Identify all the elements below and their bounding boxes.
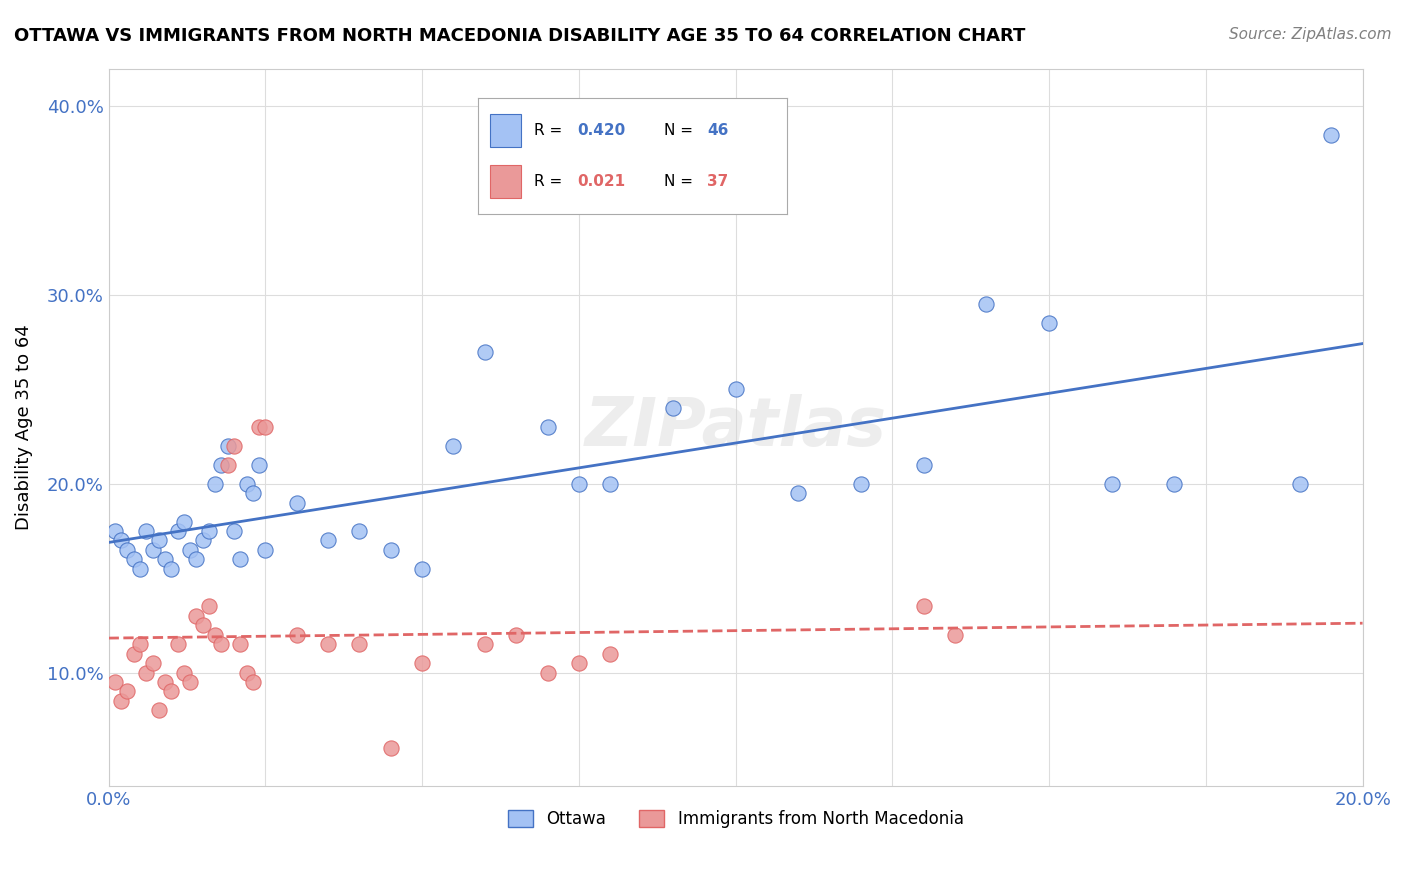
- Point: [222, 524, 245, 538]
- Point: [160, 562, 183, 576]
- Text: 46: 46: [707, 123, 728, 138]
- Point: [141, 656, 163, 670]
- FancyBboxPatch shape: [491, 165, 522, 198]
- Point: [316, 533, 339, 548]
- Point: [568, 476, 591, 491]
- Point: [117, 684, 139, 698]
- Point: [179, 542, 201, 557]
- Point: [148, 703, 170, 717]
- Point: [536, 665, 558, 680]
- Text: OTTAWA VS IMMIGRANTS FROM NORTH MACEDONIA DISABILITY AGE 35 TO 64 CORRELATION CH: OTTAWA VS IMMIGRANTS FROM NORTH MACEDONI…: [14, 27, 1025, 45]
- Point: [411, 562, 433, 576]
- Point: [117, 542, 139, 557]
- Point: [976, 297, 998, 311]
- Text: 0.021: 0.021: [576, 174, 626, 189]
- Point: [1289, 476, 1312, 491]
- Point: [724, 383, 747, 397]
- Point: [568, 656, 591, 670]
- Point: [662, 401, 685, 416]
- Point: [536, 420, 558, 434]
- Point: [316, 637, 339, 651]
- Point: [186, 552, 208, 566]
- Point: [204, 628, 226, 642]
- Point: [198, 599, 221, 614]
- Point: [198, 524, 221, 538]
- Point: [247, 458, 270, 472]
- Point: [110, 533, 132, 548]
- Point: [599, 476, 621, 491]
- Point: [285, 496, 308, 510]
- Point: [254, 542, 277, 557]
- Text: 37: 37: [707, 174, 728, 189]
- Point: [153, 552, 176, 566]
- Point: [217, 439, 239, 453]
- Point: [912, 599, 935, 614]
- Point: [349, 637, 371, 651]
- Point: [254, 420, 277, 434]
- Text: Source: ZipAtlas.com: Source: ZipAtlas.com: [1229, 27, 1392, 42]
- Point: [122, 552, 145, 566]
- Point: [505, 628, 527, 642]
- Point: [122, 647, 145, 661]
- Point: [173, 515, 195, 529]
- Point: [247, 420, 270, 434]
- Point: [173, 665, 195, 680]
- Point: [235, 665, 257, 680]
- Text: 0.420: 0.420: [576, 123, 626, 138]
- Point: [191, 533, 214, 548]
- Point: [217, 458, 239, 472]
- Point: [599, 647, 621, 661]
- Point: [148, 533, 170, 548]
- Text: N =: N =: [664, 123, 697, 138]
- Point: [135, 524, 157, 538]
- Point: [179, 675, 201, 690]
- Point: [222, 439, 245, 453]
- Point: [474, 637, 496, 651]
- Point: [204, 476, 226, 491]
- Point: [110, 694, 132, 708]
- Point: [1101, 476, 1123, 491]
- Point: [474, 344, 496, 359]
- Point: [141, 542, 163, 557]
- Text: R =: R =: [534, 123, 567, 138]
- Point: [285, 628, 308, 642]
- Point: [104, 524, 127, 538]
- Point: [229, 552, 252, 566]
- Text: N =: N =: [664, 174, 697, 189]
- Point: [380, 542, 402, 557]
- Point: [380, 741, 402, 756]
- Point: [849, 476, 872, 491]
- Legend: Ottawa, Immigrants from North Macedonia: Ottawa, Immigrants from North Macedonia: [501, 804, 970, 835]
- Point: [242, 675, 264, 690]
- Point: [1038, 316, 1060, 330]
- Point: [129, 637, 152, 651]
- Point: [787, 486, 810, 500]
- Point: [160, 684, 183, 698]
- Point: [211, 637, 233, 651]
- Point: [166, 524, 188, 538]
- Point: [349, 524, 371, 538]
- Point: [411, 656, 433, 670]
- FancyBboxPatch shape: [491, 114, 522, 147]
- Point: [153, 675, 176, 690]
- Point: [1163, 476, 1185, 491]
- Point: [135, 665, 157, 680]
- Text: ZIPatlas: ZIPatlas: [585, 394, 887, 460]
- Point: [166, 637, 188, 651]
- Point: [186, 608, 208, 623]
- Point: [1320, 128, 1343, 142]
- Point: [443, 439, 465, 453]
- Point: [242, 486, 264, 500]
- Point: [235, 476, 257, 491]
- Point: [129, 562, 152, 576]
- Point: [912, 458, 935, 472]
- Point: [943, 628, 966, 642]
- Point: [211, 458, 233, 472]
- Point: [191, 618, 214, 632]
- Point: [104, 675, 127, 690]
- Y-axis label: Disability Age 35 to 64: Disability Age 35 to 64: [15, 325, 32, 530]
- Text: R =: R =: [534, 174, 567, 189]
- Point: [229, 637, 252, 651]
